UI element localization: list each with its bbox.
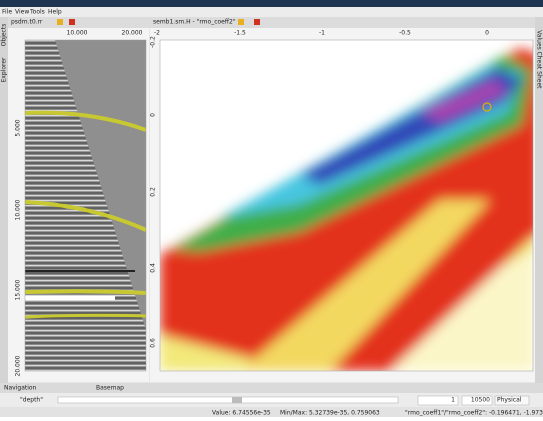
x-tick-label: -2 <box>154 30 160 37</box>
x-tick-label: 0 <box>485 30 489 37</box>
side-tab[interactable]: Objects <box>1 24 8 47</box>
panel-tab[interactable]: semb1.sm.H - "rmo_coeff2" <box>153 19 236 26</box>
menu-item[interactable]: File <box>2 9 12 16</box>
side-tab[interactable]: Explorer <box>1 57 8 83</box>
tool-icon[interactable] <box>69 19 75 25</box>
tab-bar <box>0 17 543 28</box>
status-value: Value: 6.74556e-35 <box>212 410 271 417</box>
y-tick-label: 0 <box>150 113 157 117</box>
tool-icon[interactable] <box>238 19 244 25</box>
navigation-bar <box>0 383 543 393</box>
semblance-image <box>160 40 540 371</box>
menu-item[interactable]: View <box>15 9 29 16</box>
status-minmax: Min/Max: 5.32739e-35, 0.759063 <box>280 410 380 417</box>
y-tick-label: -0.2 <box>150 36 157 48</box>
app-window: FileViewToolsHelp Objects Explorer Values Ch… <box>0 0 543 417</box>
panel-tab[interactable]: psdm.t0.rr <box>11 19 43 26</box>
slice-end[interactable]: 10500 <box>471 397 490 404</box>
navigation-title: Navigation <box>4 385 37 392</box>
slice-start[interactable]: 1 <box>451 397 455 404</box>
tool-icon[interactable] <box>57 19 63 25</box>
status-coords: "rmo_coeff1"/"rmo_coeff2": -0.196471, -1… <box>405 410 543 417</box>
y-tick-label: 0.2 <box>150 187 157 197</box>
y-tick-label: 0.6 <box>150 338 157 348</box>
menu-item[interactable]: Tools <box>29 9 45 16</box>
y-tick-label: 5.000 <box>15 119 22 136</box>
slice-units[interactable]: Physical <box>497 397 522 404</box>
x-tick-label: 10.000 <box>67 30 88 37</box>
desktop-strip <box>0 0 543 7</box>
x-tick-label: -0.5 <box>399 30 411 37</box>
menu-bar <box>0 7 543 17</box>
x-tick-label: 20.000 <box>122 30 143 37</box>
y-tick-label: 15.000 <box>15 279 22 300</box>
x-tick-label: -1.5 <box>234 30 246 37</box>
x-tick-label: -1 <box>319 30 325 37</box>
side-tab[interactable]: Cheat Sheet <box>536 52 543 90</box>
seismic-image <box>25 40 146 371</box>
y-tick-label: 10.000 <box>15 199 22 220</box>
navigation-mode[interactable]: Basemap <box>96 385 124 392</box>
menu-item[interactable]: Help <box>48 9 62 16</box>
y-tick-label: 0.4 <box>150 263 157 273</box>
side-tab[interactable]: Values <box>536 30 543 50</box>
slice-slider[interactable] <box>58 397 398 403</box>
slider-handle[interactable] <box>232 397 242 403</box>
slice-axis[interactable]: "depth" <box>20 397 43 404</box>
tool-icon[interactable] <box>254 19 260 25</box>
y-tick-label: 20.000 <box>15 355 22 376</box>
